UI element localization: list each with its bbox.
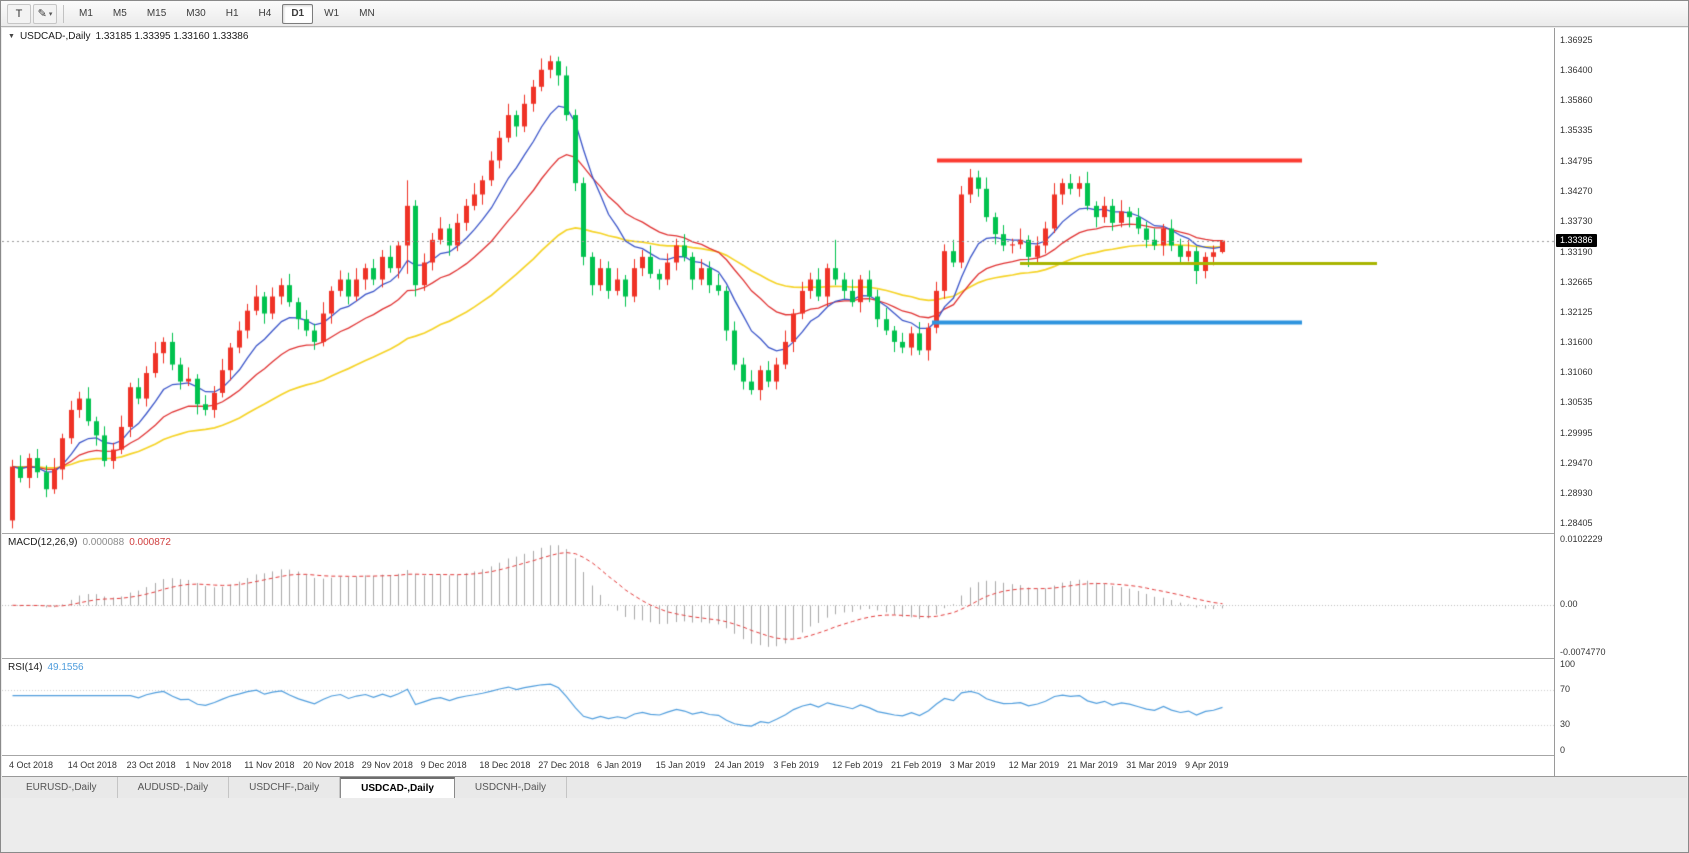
date-axis: 4 Oct 2018 14 Oct 2018 23 Oct 2018 1 Nov 20… <box>2 755 1554 776</box>
symbol-tab-usdcad[interactable]: USDCAD-,Daily <box>340 777 455 798</box>
date-axis-label: 14 Oct 2018 <box>67 760 117 770</box>
cursor-tool-button[interactable]: T <box>7 3 31 24</box>
price-axis-label: 1.36925 <box>1560 35 1593 45</box>
date-axis-label: 6 Jan 2019 <box>597 760 642 770</box>
toolbar-separator <box>63 4 64 23</box>
rsi-axis-label: 0 <box>1560 745 1566 755</box>
price-axis-label: 1.32125 <box>1560 307 1593 318</box>
macd-panel: MACD(12,26,9) 0.000088 0.000872 <box>2 533 1554 659</box>
date-axis-label: 21 Mar 2019 <box>1067 760 1118 770</box>
current-price-tag: 1.33386 <box>1556 233 1597 247</box>
date-axis-label: 27 Dec 2018 <box>538 760 590 770</box>
symbol-tab-audusd[interactable]: AUDUSD-,Daily <box>118 777 230 798</box>
status-bar <box>2 798 1687 851</box>
rsi-axis-label: 70 <box>1560 684 1571 695</box>
tf-button-m5[interactable]: M5 <box>104 4 136 24</box>
rsi-label: RSI(14) 49.1556 <box>8 662 84 673</box>
symbol-tab-usdchf[interactable]: USDCHF-,Daily <box>229 777 341 798</box>
date-axis-label: 12 Feb 2019 <box>832 760 883 770</box>
date-axis-label: 9 Apr 2019 <box>1185 760 1229 770</box>
price-axis-label: 1.31600 <box>1560 336 1593 347</box>
price-panel: ▼ USDCAD-,Daily 1.33185 1.33395 1.33160 … <box>2 28 1554 533</box>
rsi-chart-canvas[interactable] <box>2 659 1554 756</box>
chart-ohlc-values: 1.33185 1.33395 1.33160 1.33386 <box>95 31 249 42</box>
chevron-down-icon: ▾ <box>48 10 53 18</box>
symbol-tab-usdcnh[interactable]: USDCNH-,Daily <box>455 777 568 798</box>
price-axis-label: 1.30535 <box>1560 397 1593 408</box>
chart-symbol-label: USDCAD-,Daily <box>19 31 91 42</box>
macd-axis-label: 0.00 <box>1560 599 1578 610</box>
macd-axis-label: -0.0074770 <box>1560 647 1606 657</box>
symbol-tabbar: EURUSD-,Daily AUDUSD-,Daily USDCHF-,Daily U… <box>2 776 1687 798</box>
date-axis-label: 24 Jan 2019 <box>714 760 765 770</box>
price-axis-label: 1.33190 <box>1560 246 1593 257</box>
date-axis-label: 12 Mar 2019 <box>1008 760 1060 770</box>
collapse-panel-icon[interactable]: ▼ <box>8 33 15 40</box>
date-axis-label: 4 Oct 2018 <box>9 760 54 770</box>
tf-button-m30[interactable]: M30 <box>177 4 214 24</box>
rsi-indicator-name: RSI(14) <box>8 662 43 673</box>
date-axis-label: 3 Mar 2019 <box>949 760 996 770</box>
date-axis-label: 1 Nov 2018 <box>185 760 232 770</box>
rsi-axis-label: 30 <box>1560 718 1571 729</box>
price-axis-label: 1.28405 <box>1560 518 1593 528</box>
price-axis-label: 1.34270 <box>1560 185 1593 196</box>
date-axis-label: 21 Feb 2019 <box>891 760 942 770</box>
price-axis-label: 1.28930 <box>1560 488 1593 499</box>
date-axis-label: 20 Nov 2018 <box>303 760 355 770</box>
tf-button-m1[interactable]: M1 <box>70 4 102 24</box>
macd-chart-canvas[interactable] <box>2 534 1554 659</box>
price-axis-label: 1.34795 <box>1560 155 1593 166</box>
macd-label: MACD(12,26,9) 0.000088 0.000872 <box>8 537 171 548</box>
price-axis-label: 1.29995 <box>1560 427 1593 438</box>
price-axis-label: 1.31060 <box>1560 367 1593 378</box>
macd-indicator-name: MACD(12,26,9) <box>8 537 78 548</box>
date-axis-label: 29 Nov 2018 <box>361 760 413 770</box>
tf-button-d1[interactable]: D1 <box>282 3 314 24</box>
top-toolbar: T ✎ ▾ M1 M5 M15 M30 H1 H4 D1 W1 MN <box>1 1 1688 27</box>
rsi-value: 49.1556 <box>47 662 84 673</box>
date-axis-label: 15 Jan 2019 <box>655 760 706 770</box>
price-axis-label: 1.35860 <box>1560 95 1593 106</box>
tf-button-mn[interactable]: MN <box>350 4 384 24</box>
date-axis-label: 11 Nov 2018 <box>244 760 295 770</box>
price-axis-label: 1.32665 <box>1560 276 1593 287</box>
rsi-axis-label: 100 <box>1560 659 1576 669</box>
tf-button-h4[interactable]: H4 <box>250 4 281 24</box>
tf-button-m15[interactable]: M15 <box>138 4 175 24</box>
cursor-tool-icon: T <box>15 7 23 20</box>
date-axis-label: 3 Feb 2019 <box>773 760 819 770</box>
tf-button-w1[interactable]: W1 <box>315 4 348 24</box>
macd-signal-value: 0.000872 <box>129 537 171 548</box>
chart-title: ▼ USDCAD-,Daily 1.33185 1.33395 1.33160 … <box>8 31 248 42</box>
date-axis-label: 9 Dec 2018 <box>420 760 467 770</box>
symbol-tab-eurusd[interactable]: EURUSD-,Daily <box>6 777 118 798</box>
macd-main-value: 0.000088 <box>82 537 125 548</box>
price-axis-label: 1.33730 <box>1560 216 1593 227</box>
price-axis-label: 1.35335 <box>1560 125 1593 136</box>
price-axis-label: 1.36400 <box>1560 64 1593 75</box>
price-axis-column: 1.33386 1.36925 1.36400 1.35860 1.35335 1.34… <box>1554 28 1688 776</box>
price-axis-label: 1.29470 <box>1560 457 1593 468</box>
timeframe-buttons: M1 M5 M15 M30 H1 H4 D1 W1 MN <box>69 3 385 24</box>
price-chart-canvas[interactable] <box>2 28 1554 533</box>
macd-axis-label: 0.0102229 <box>1560 534 1603 544</box>
tf-button-h1[interactable]: H1 <box>217 4 248 24</box>
date-axis-label: 23 Oct 2018 <box>126 760 176 770</box>
rsi-panel: RSI(14) 49.1556 <box>2 658 1554 756</box>
draw-tool-button[interactable]: ✎ ▾ <box>33 3 57 24</box>
date-axis-label: 31 Mar 2019 <box>1126 760 1177 770</box>
draw-tool-icon: ✎ <box>37 8 47 20</box>
date-axis-label: 18 Dec 2018 <box>479 760 531 770</box>
